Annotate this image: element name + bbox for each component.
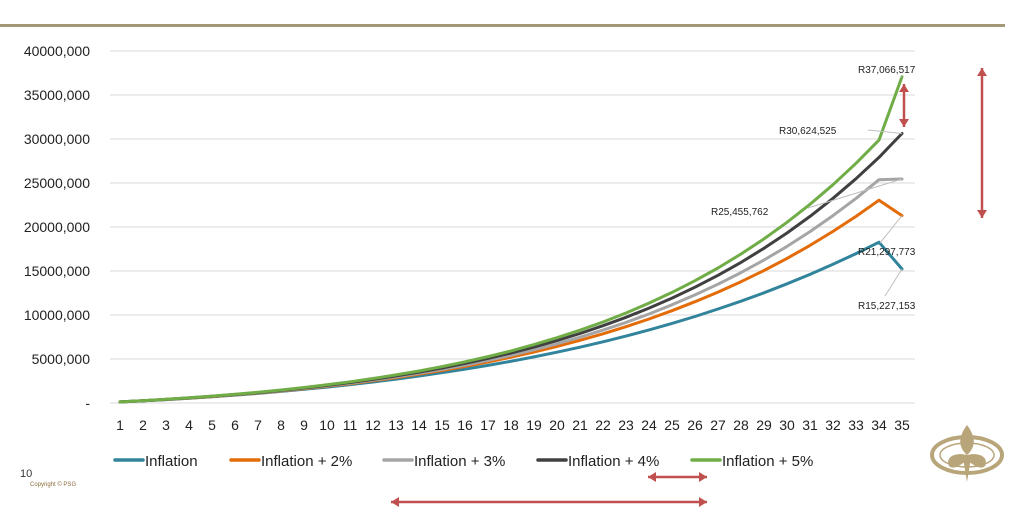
- x-tick-label: 15: [434, 417, 450, 433]
- y-tick-label: 5000,000: [32, 351, 91, 367]
- x-tick-label: 29: [756, 417, 772, 433]
- data-label: R21,297,773: [858, 247, 916, 258]
- data-label-leaders: [807, 76, 903, 297]
- y-tick-label: 30000,000: [24, 131, 90, 147]
- x-tick-label: 13: [388, 417, 404, 433]
- x-tick-label: 12: [365, 417, 381, 433]
- x-tick-label: 25: [664, 417, 680, 433]
- x-tick-label: 21: [572, 417, 588, 433]
- y-tick-label: 40000,000: [24, 43, 90, 59]
- x-tick-label: 30: [779, 417, 795, 433]
- series-line: [118, 177, 904, 404]
- arrow-head: [977, 210, 987, 218]
- copyright-text: Copyright © PSG: [30, 482, 77, 488]
- x-tick-label: 32: [825, 417, 841, 433]
- arrow-head: [699, 472, 707, 482]
- x-tick-label: 34: [871, 417, 887, 433]
- series-line: [118, 198, 904, 404]
- data-labels: R15,227,153 R21,297,773 R25,455,762 R30,624…: [711, 65, 916, 312]
- legend-label: Inflation + 5%: [722, 453, 813, 470]
- page-number: 10: [20, 468, 33, 480]
- series-lines: [118, 75, 904, 404]
- x-tick-label: 31: [802, 417, 818, 433]
- legend: Inflation Inflation + 2% Inflation + 3% Inf…: [113, 453, 813, 470]
- x-tick-label: 24: [641, 417, 657, 433]
- x-tick-label: 14: [411, 417, 427, 433]
- legend-label: Inflation + 4%: [568, 453, 659, 470]
- y-tick-label: 35000,000: [24, 87, 90, 103]
- data-label: R15,227,153: [858, 301, 916, 312]
- x-tick-label: 35: [894, 417, 910, 433]
- annotation-arrows: [391, 68, 987, 507]
- arrow-head: [899, 84, 909, 92]
- arrow-head: [648, 472, 656, 482]
- y-tick-label: 20000,000: [24, 219, 90, 235]
- x-tick-label: 10: [319, 417, 335, 433]
- arrow-head: [977, 68, 987, 76]
- x-tick-label: 20: [549, 417, 565, 433]
- x-tick-label: 16: [457, 417, 473, 433]
- logo-petal-right: [967, 454, 986, 468]
- data-label-leader: [807, 178, 903, 209]
- logo-stem: [963, 458, 971, 482]
- gap-arrow-large: [977, 68, 987, 218]
- x-tick-label: 5: [208, 417, 216, 433]
- y-tick-label: 15000,000: [24, 263, 90, 279]
- x-tick-label: 3: [162, 417, 170, 433]
- top-rule: [0, 24, 1005, 27]
- legend-label: Inflation: [145, 453, 198, 470]
- arrow-head: [899, 119, 909, 127]
- gap-arrow-small: [899, 84, 909, 127]
- arrow-head: [391, 497, 399, 507]
- x-tick-label: 26: [687, 417, 703, 433]
- data-label: R30,624,525: [779, 126, 837, 137]
- data-label-leader: [884, 268, 903, 297]
- legend-label: Inflation + 3%: [414, 453, 505, 470]
- y-tick-label: -: [85, 395, 90, 411]
- logo-petal-top: [960, 425, 974, 455]
- y-tick-label: 10000,000: [24, 307, 90, 323]
- series-line: [118, 240, 904, 404]
- x-axis-ticks: 1 2 3 4 5 6 7 8 9 10 11 12 13 14 15 16 17 18 19 20 21 22 23 24 2…: [116, 417, 910, 433]
- x-tick-label: 1: [116, 417, 124, 433]
- fleur-de-lis-logo: [930, 425, 1004, 482]
- y-tick-label: 25000,000: [24, 175, 90, 191]
- data-label-leader: [867, 129, 903, 135]
- x-tick-label: 9: [300, 417, 308, 433]
- x-tick-label: 11: [343, 417, 358, 433]
- arrow-head: [699, 497, 707, 507]
- span-arrow-short: [648, 472, 707, 482]
- span-arrow-long: [391, 497, 707, 507]
- x-tick-label: 28: [733, 417, 749, 433]
- data-label: R37,066,517: [858, 65, 916, 76]
- data-label: R25,455,762: [711, 207, 769, 218]
- y-axis-ticks: - 5000,000 10000,000 15000,000 20000,000 2500…: [24, 43, 91, 411]
- x-tick-label: 17: [480, 417, 496, 433]
- legend-label: Inflation + 2%: [261, 453, 352, 470]
- logo-petal-left: [948, 454, 967, 468]
- x-tick-label: 22: [595, 417, 611, 433]
- x-tick-label: 8: [277, 417, 285, 433]
- x-tick-label: 4: [185, 417, 193, 433]
- x-tick-label: 2: [139, 417, 147, 433]
- series-line: [118, 75, 904, 404]
- x-tick-label: 27: [710, 417, 726, 433]
- x-tick-label: 7: [254, 417, 262, 433]
- x-tick-label: 33: [848, 417, 864, 433]
- x-tick-label: 19: [526, 417, 542, 433]
- x-tick-label: 23: [618, 417, 634, 433]
- x-tick-label: 18: [503, 417, 519, 433]
- data-label-leader: [879, 215, 903, 244]
- x-tick-label: 6: [231, 417, 239, 433]
